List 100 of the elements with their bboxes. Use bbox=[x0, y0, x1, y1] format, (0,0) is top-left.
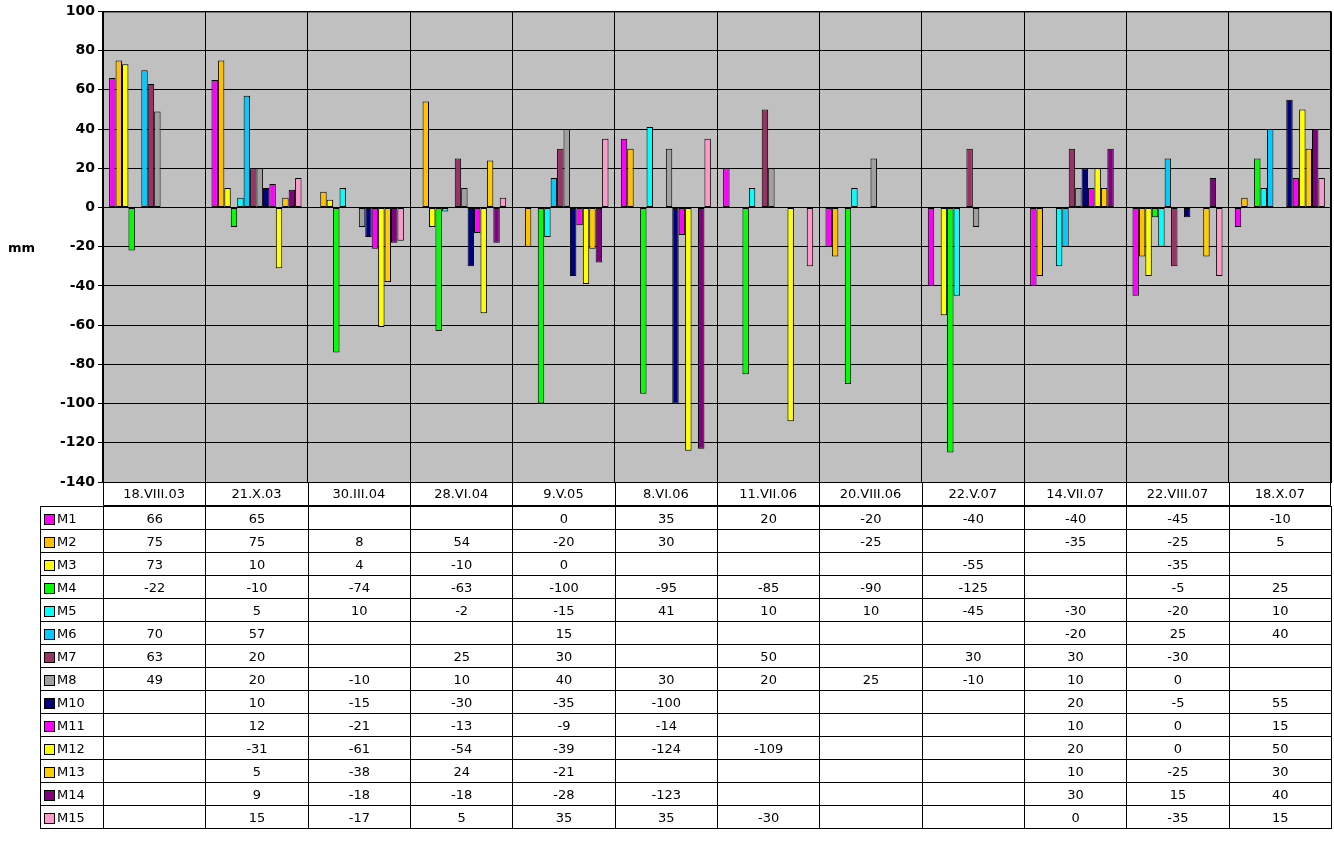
y-tick-label: 20 bbox=[75, 158, 96, 175]
data-label: -30 bbox=[717, 805, 820, 829]
data-label: -13 bbox=[410, 713, 513, 737]
data-label: -10 bbox=[922, 667, 1025, 691]
data-label: 70 bbox=[103, 621, 206, 645]
data-label: -74 bbox=[308, 575, 411, 599]
data-label: -35 bbox=[1024, 529, 1127, 553]
legend-label: M2 bbox=[40, 529, 104, 553]
data-label: 49 bbox=[103, 667, 206, 691]
data-label: 30 bbox=[1024, 644, 1127, 668]
data-label: 55 bbox=[1229, 690, 1332, 714]
legend-label: M15 bbox=[40, 805, 104, 829]
data-label: -20 bbox=[512, 529, 616, 553]
data-label: -31 bbox=[205, 736, 309, 760]
x-tick-label: 28.VI.04 bbox=[434, 486, 489, 502]
data-label: -15 bbox=[512, 598, 616, 622]
x-tick-label: 22.VIII.07 bbox=[1146, 486, 1209, 502]
legend-label: M4 bbox=[40, 575, 104, 599]
data-label: -38 bbox=[308, 759, 411, 783]
data-label: 0 bbox=[1024, 805, 1127, 829]
data-label: -25 bbox=[1126, 759, 1230, 783]
legend-label: M3 bbox=[40, 552, 104, 576]
data-label: -10 bbox=[205, 575, 309, 599]
x-tick-label: 11.VII.06 bbox=[739, 486, 798, 502]
legend-label: M6 bbox=[40, 621, 104, 645]
y-tick-label: 40 bbox=[75, 119, 96, 136]
data-label: 15 bbox=[512, 621, 616, 645]
data-label: -18 bbox=[410, 782, 513, 806]
data-label: 57 bbox=[205, 621, 309, 645]
x-tick-label: 21.X.03 bbox=[231, 486, 282, 502]
data-label: -14 bbox=[615, 713, 718, 737]
data-label: -35 bbox=[1126, 805, 1230, 829]
data-label: -125 bbox=[922, 575, 1025, 599]
data-label: 25 bbox=[1229, 575, 1332, 599]
data-label: 0 bbox=[1126, 667, 1230, 691]
legend-label: M11 bbox=[40, 713, 104, 737]
data-label: 73 bbox=[103, 552, 206, 576]
data-label: 0 bbox=[512, 552, 616, 576]
data-label: -30 bbox=[1126, 644, 1230, 668]
data-label: -35 bbox=[1126, 552, 1230, 576]
x-tick-label: 22.V.07 bbox=[948, 486, 998, 502]
data-label: -17 bbox=[308, 805, 411, 829]
y-axis-title: mm bbox=[8, 240, 36, 256]
data-label: 35 bbox=[512, 805, 616, 829]
data-label: -15 bbox=[308, 690, 411, 714]
data-label: -40 bbox=[922, 506, 1025, 530]
data-label: 5 bbox=[1229, 529, 1332, 553]
y-tick-label: -140 bbox=[59, 472, 96, 489]
data-label: 24 bbox=[410, 759, 513, 783]
x-tick-label: 20.VIII.06 bbox=[839, 486, 902, 502]
data-label: -5 bbox=[1126, 690, 1230, 714]
data-label: 35 bbox=[615, 805, 718, 829]
data-label: -85 bbox=[717, 575, 820, 599]
data-label: -45 bbox=[922, 598, 1025, 622]
data-label: 66 bbox=[103, 506, 206, 530]
data-label: 30 bbox=[1024, 782, 1127, 806]
y-tick-label: -100 bbox=[59, 394, 96, 411]
legend-label: M12 bbox=[40, 736, 104, 760]
x-tick-label: 18.X.07 bbox=[1254, 486, 1305, 502]
data-label: 10 bbox=[410, 667, 513, 691]
data-label: -35 bbox=[512, 690, 616, 714]
data-label: 35 bbox=[615, 506, 718, 530]
data-label: 63 bbox=[103, 644, 206, 668]
data-label: 50 bbox=[717, 644, 820, 668]
data-label: 20 bbox=[205, 644, 309, 668]
data-label: 40 bbox=[1229, 621, 1332, 645]
data-label: -10 bbox=[308, 667, 411, 691]
data-label: -18 bbox=[308, 782, 411, 806]
data-label: 12 bbox=[205, 713, 309, 737]
data-label: 30 bbox=[1229, 759, 1332, 783]
data-label: 10 bbox=[1229, 598, 1332, 622]
x-tick-label: 30.III.04 bbox=[332, 486, 386, 502]
data-label: 5 bbox=[410, 805, 513, 829]
data-label: -5 bbox=[1126, 575, 1230, 599]
data-label: 54 bbox=[410, 529, 513, 553]
data-label: 20 bbox=[1024, 690, 1127, 714]
data-label: -25 bbox=[1126, 529, 1230, 553]
x-tick-label: 9.V.05 bbox=[543, 486, 584, 502]
x-tick-label: 8.VI.06 bbox=[642, 486, 689, 502]
data-label: 10 bbox=[308, 598, 411, 622]
data-label: 10 bbox=[819, 598, 923, 622]
data-label: 30 bbox=[615, 529, 718, 553]
data-label: -109 bbox=[717, 736, 820, 760]
data-label: 20 bbox=[717, 506, 820, 530]
y-tick-label: 80 bbox=[75, 41, 96, 58]
data-label: -63 bbox=[410, 575, 513, 599]
data-label: -9 bbox=[512, 713, 616, 737]
data-label: -10 bbox=[410, 552, 513, 576]
data-label: -28 bbox=[512, 782, 616, 806]
data-label: -20 bbox=[1024, 621, 1127, 645]
data-label: 0 bbox=[1126, 736, 1230, 760]
legend-label: M13 bbox=[40, 759, 104, 783]
data-label: 0 bbox=[1126, 713, 1230, 737]
data-label: 25 bbox=[819, 667, 923, 691]
legend-label: M14 bbox=[40, 782, 104, 806]
data-label: -90 bbox=[819, 575, 923, 599]
data-label: -124 bbox=[615, 736, 718, 760]
data-label: 10 bbox=[205, 552, 309, 576]
data-label: 20 bbox=[717, 667, 820, 691]
data-label: -22 bbox=[103, 575, 206, 599]
